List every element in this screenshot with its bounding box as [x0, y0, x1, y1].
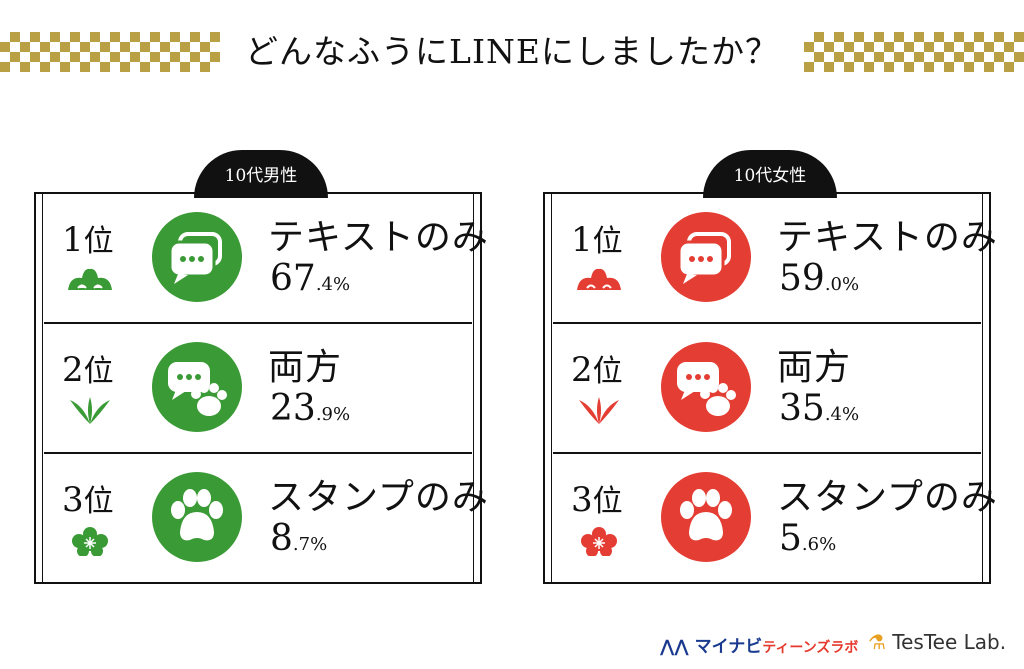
plum-icon	[575, 526, 623, 557]
panel-tab: 10代男性	[194, 150, 328, 198]
ranking-row: 3位 スタンプのみ 8.7%	[44, 454, 488, 582]
footer-logos: ⋀⋀ マイナビティーンズラボ ⚗ TesTee Lab.	[660, 628, 1020, 662]
bamboo-icon	[575, 396, 623, 426]
percentage: 59.0%	[779, 258, 860, 299]
percentage: 5.6%	[779, 518, 837, 559]
chat-paw-icon	[661, 342, 751, 432]
rank-label: 2位	[62, 350, 114, 390]
rank-label: 1位	[62, 220, 114, 260]
rank-label: 2位	[571, 350, 623, 390]
percentage: 67.4%	[270, 258, 351, 299]
mynavi-logo: ⋀⋀ マイナビティーンズラボ	[660, 637, 859, 657]
pine-icon	[575, 266, 623, 296]
page-title: どんなふうにLINEにしましたか？	[245, 32, 779, 71]
percentage: 23.9%	[270, 388, 351, 429]
percentage: 8.7%	[270, 518, 328, 559]
answer-label: テキストのみ	[777, 217, 998, 258]
ranking-row: 3位 スタンプのみ 5.6%	[553, 454, 997, 582]
percentage: 35.4%	[779, 388, 860, 429]
ranking-row: 1位 テキストのみ 59.0%	[553, 194, 997, 324]
answer-label: スタンプのみ	[777, 477, 998, 518]
paw-icon	[661, 472, 751, 562]
pine-icon	[66, 266, 114, 296]
plum-icon	[66, 526, 114, 557]
chat-bubbles-icon	[152, 212, 242, 302]
ranking-row: 2位 両方 35.4%	[553, 324, 981, 454]
ranking-row: 2位 両方 23.9%	[44, 324, 472, 454]
rank-label: 3位	[62, 480, 114, 520]
ranking-row: 1位 テキストのみ 67.4%	[44, 194, 488, 324]
checker-pattern-left	[0, 32, 220, 72]
panel-male: 10代男性 1位 テキストのみ 67.4% 2位 両方 23.9% 3位 スタン…	[34, 150, 488, 584]
bamboo-icon	[66, 396, 114, 426]
chat-paw-icon	[152, 342, 242, 432]
checker-pattern-right	[804, 32, 1024, 72]
panel-female: 10代女性 1位 テキストのみ 59.0% 2位 両方 35.4% 3位 スタン…	[543, 150, 997, 584]
rank-label: 1位	[571, 220, 623, 260]
answer-label: 両方	[268, 347, 343, 388]
chat-bubbles-icon	[661, 212, 751, 302]
answer-label: 両方	[777, 347, 852, 388]
paw-icon	[152, 472, 242, 562]
rank-label: 3位	[571, 480, 623, 520]
mynavi-mark-icon: ⋀⋀	[660, 637, 689, 657]
answer-label: テキストのみ	[268, 217, 489, 258]
testee-logo: ⚗ TesTee Lab.	[868, 630, 1007, 654]
panel-tab: 10代女性	[703, 150, 837, 198]
answer-label: スタンプのみ	[268, 477, 489, 518]
flask-icon: ⚗	[868, 630, 886, 654]
